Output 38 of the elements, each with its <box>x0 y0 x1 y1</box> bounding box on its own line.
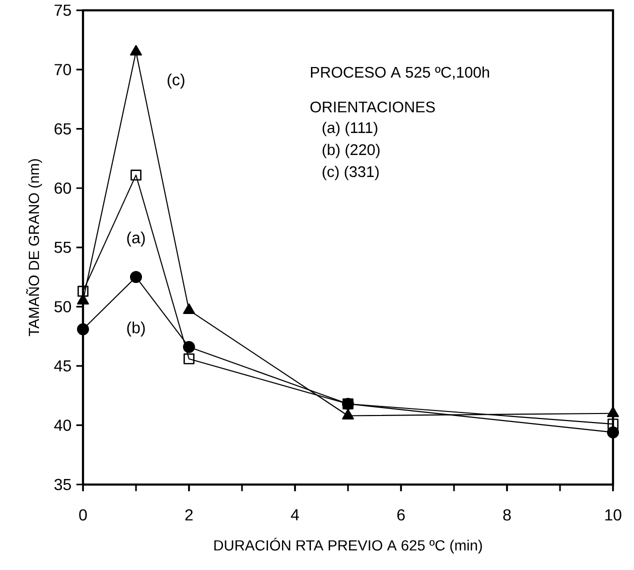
point <box>607 406 619 418</box>
annotation: PROCESO A 525 ºC,100h <box>310 66 490 80</box>
y-tick-label: 60 <box>54 182 72 194</box>
point <box>608 418 618 430</box>
series-label: (c) <box>168 74 184 89</box>
x-axis-title: DURACIÓN RTA PREVIO A 625 ºC (min) <box>214 538 482 554</box>
point <box>183 303 195 314</box>
point <box>76 323 90 336</box>
point <box>607 426 620 438</box>
point <box>78 286 88 297</box>
y-tick-label: 40 <box>54 420 72 431</box>
x-tick-label: 4 <box>290 509 299 520</box>
y-tick-label: 50 <box>54 301 72 312</box>
x-tick-label: 8 <box>503 509 511 521</box>
point <box>184 353 194 364</box>
y-tick-label: 70 <box>54 64 72 76</box>
annotation: (b) (220) <box>322 144 380 158</box>
y-tick-label: 75 <box>54 4 71 16</box>
series-label: (b) <box>127 322 145 336</box>
y-axis-title: TAMAÑO DE GRANO (nm) <box>26 159 42 336</box>
annotation: ORIENTACIONES <box>310 102 435 112</box>
point <box>130 170 142 181</box>
y-tick-label: 55 <box>54 242 71 253</box>
annotation: (c) (331) <box>322 166 379 180</box>
y-tick-label: 35 <box>54 478 71 490</box>
x-tick-label: 10 <box>605 509 622 521</box>
series-label: (a) <box>127 232 145 247</box>
y-tick-label: 65 <box>54 123 71 135</box>
annotation: (a) (111) <box>322 122 378 136</box>
point <box>342 408 354 420</box>
x-tick-label: 6 <box>397 509 405 521</box>
x-tick-label: 0 <box>79 509 87 521</box>
point <box>182 340 196 353</box>
x-tick-label: 2 <box>185 509 193 520</box>
point <box>77 294 89 304</box>
y-tick-label: 45 <box>54 360 71 372</box>
point <box>130 271 142 284</box>
point <box>130 44 142 56</box>
